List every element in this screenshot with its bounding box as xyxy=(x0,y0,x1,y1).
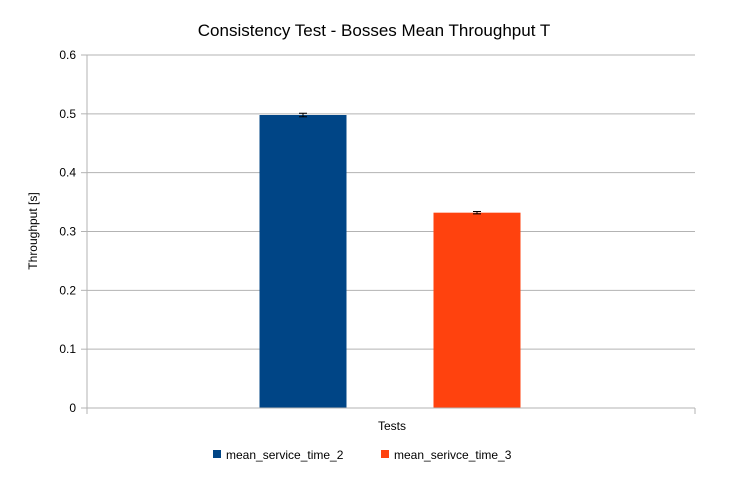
legend-swatch xyxy=(381,450,389,458)
bar-mean_serivce_time_3 xyxy=(433,212,521,408)
y-tick-label: 0.3 xyxy=(59,225,76,239)
legend-label: mean_service_time_2 xyxy=(226,448,344,462)
error-bar xyxy=(299,112,307,118)
bars xyxy=(259,112,521,408)
y-tick-label: 0.2 xyxy=(59,283,76,297)
legend-swatch xyxy=(213,450,221,458)
legend: mean_service_time_2 mean_serivce_time_3 xyxy=(213,448,512,462)
y-tick-label: 0.6 xyxy=(59,48,76,62)
bar-mean_service_time_2 xyxy=(259,115,347,408)
chart-title: Consistency Test - Bosses Mean Throughpu… xyxy=(198,21,550,40)
y-axis-ticks: 0 0.1 0.2 0.3 0.4 0.5 0.6 xyxy=(59,48,696,415)
y-tick-label: 0 xyxy=(69,401,76,415)
y-tick-label: 0.1 xyxy=(59,342,76,356)
y-tick-label: 0.5 xyxy=(59,107,76,121)
y-tick-label: 0.4 xyxy=(59,166,76,180)
legend-label: mean_serivce_time_3 xyxy=(394,448,512,462)
grid-lines xyxy=(87,54,695,350)
legend-item: mean_service_time_2 xyxy=(213,448,344,462)
legend-item: mean_serivce_time_3 xyxy=(381,448,512,462)
x-axis-label: Tests xyxy=(378,419,406,433)
y-axis-label: Throughput [s] xyxy=(26,192,40,269)
error-bar xyxy=(473,210,481,215)
